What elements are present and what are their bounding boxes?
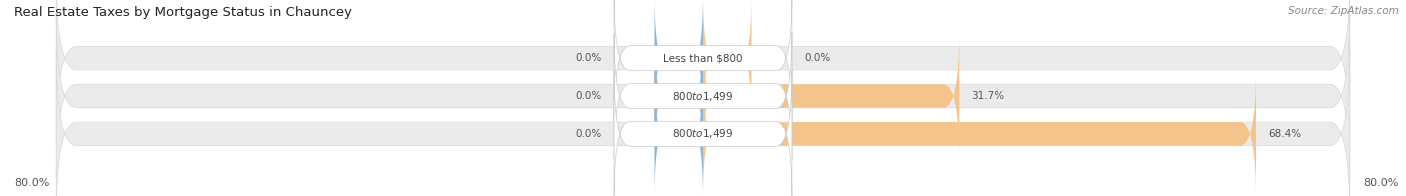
Text: 0.0%: 0.0% (575, 53, 602, 63)
Text: 80.0%: 80.0% (1364, 178, 1399, 188)
FancyBboxPatch shape (56, 13, 1350, 179)
FancyBboxPatch shape (655, 32, 703, 160)
Text: 31.7%: 31.7% (972, 91, 1004, 101)
FancyBboxPatch shape (614, 71, 792, 196)
FancyBboxPatch shape (614, 33, 792, 159)
Text: $800 to $1,499: $800 to $1,499 (672, 127, 734, 140)
FancyBboxPatch shape (655, 0, 703, 122)
FancyBboxPatch shape (655, 70, 703, 196)
Text: 80.0%: 80.0% (14, 178, 49, 188)
Text: Real Estate Taxes by Mortgage Status in Chauncey: Real Estate Taxes by Mortgage Status in … (14, 6, 352, 19)
Text: 0.0%: 0.0% (575, 129, 602, 139)
FancyBboxPatch shape (56, 0, 1350, 141)
FancyBboxPatch shape (703, 32, 959, 160)
Text: $800 to $1,499: $800 to $1,499 (672, 90, 734, 103)
FancyBboxPatch shape (56, 51, 1350, 196)
Text: 0.0%: 0.0% (804, 53, 831, 63)
Legend: Without Mortgage, With Mortgage: Without Mortgage, With Mortgage (595, 192, 811, 196)
Text: Less than $800: Less than $800 (664, 53, 742, 63)
Text: 68.4%: 68.4% (1268, 129, 1301, 139)
Text: 0.0%: 0.0% (575, 91, 602, 101)
FancyBboxPatch shape (614, 0, 792, 122)
Text: Source: ZipAtlas.com: Source: ZipAtlas.com (1288, 6, 1399, 16)
FancyBboxPatch shape (703, 70, 1256, 196)
FancyBboxPatch shape (703, 0, 752, 122)
